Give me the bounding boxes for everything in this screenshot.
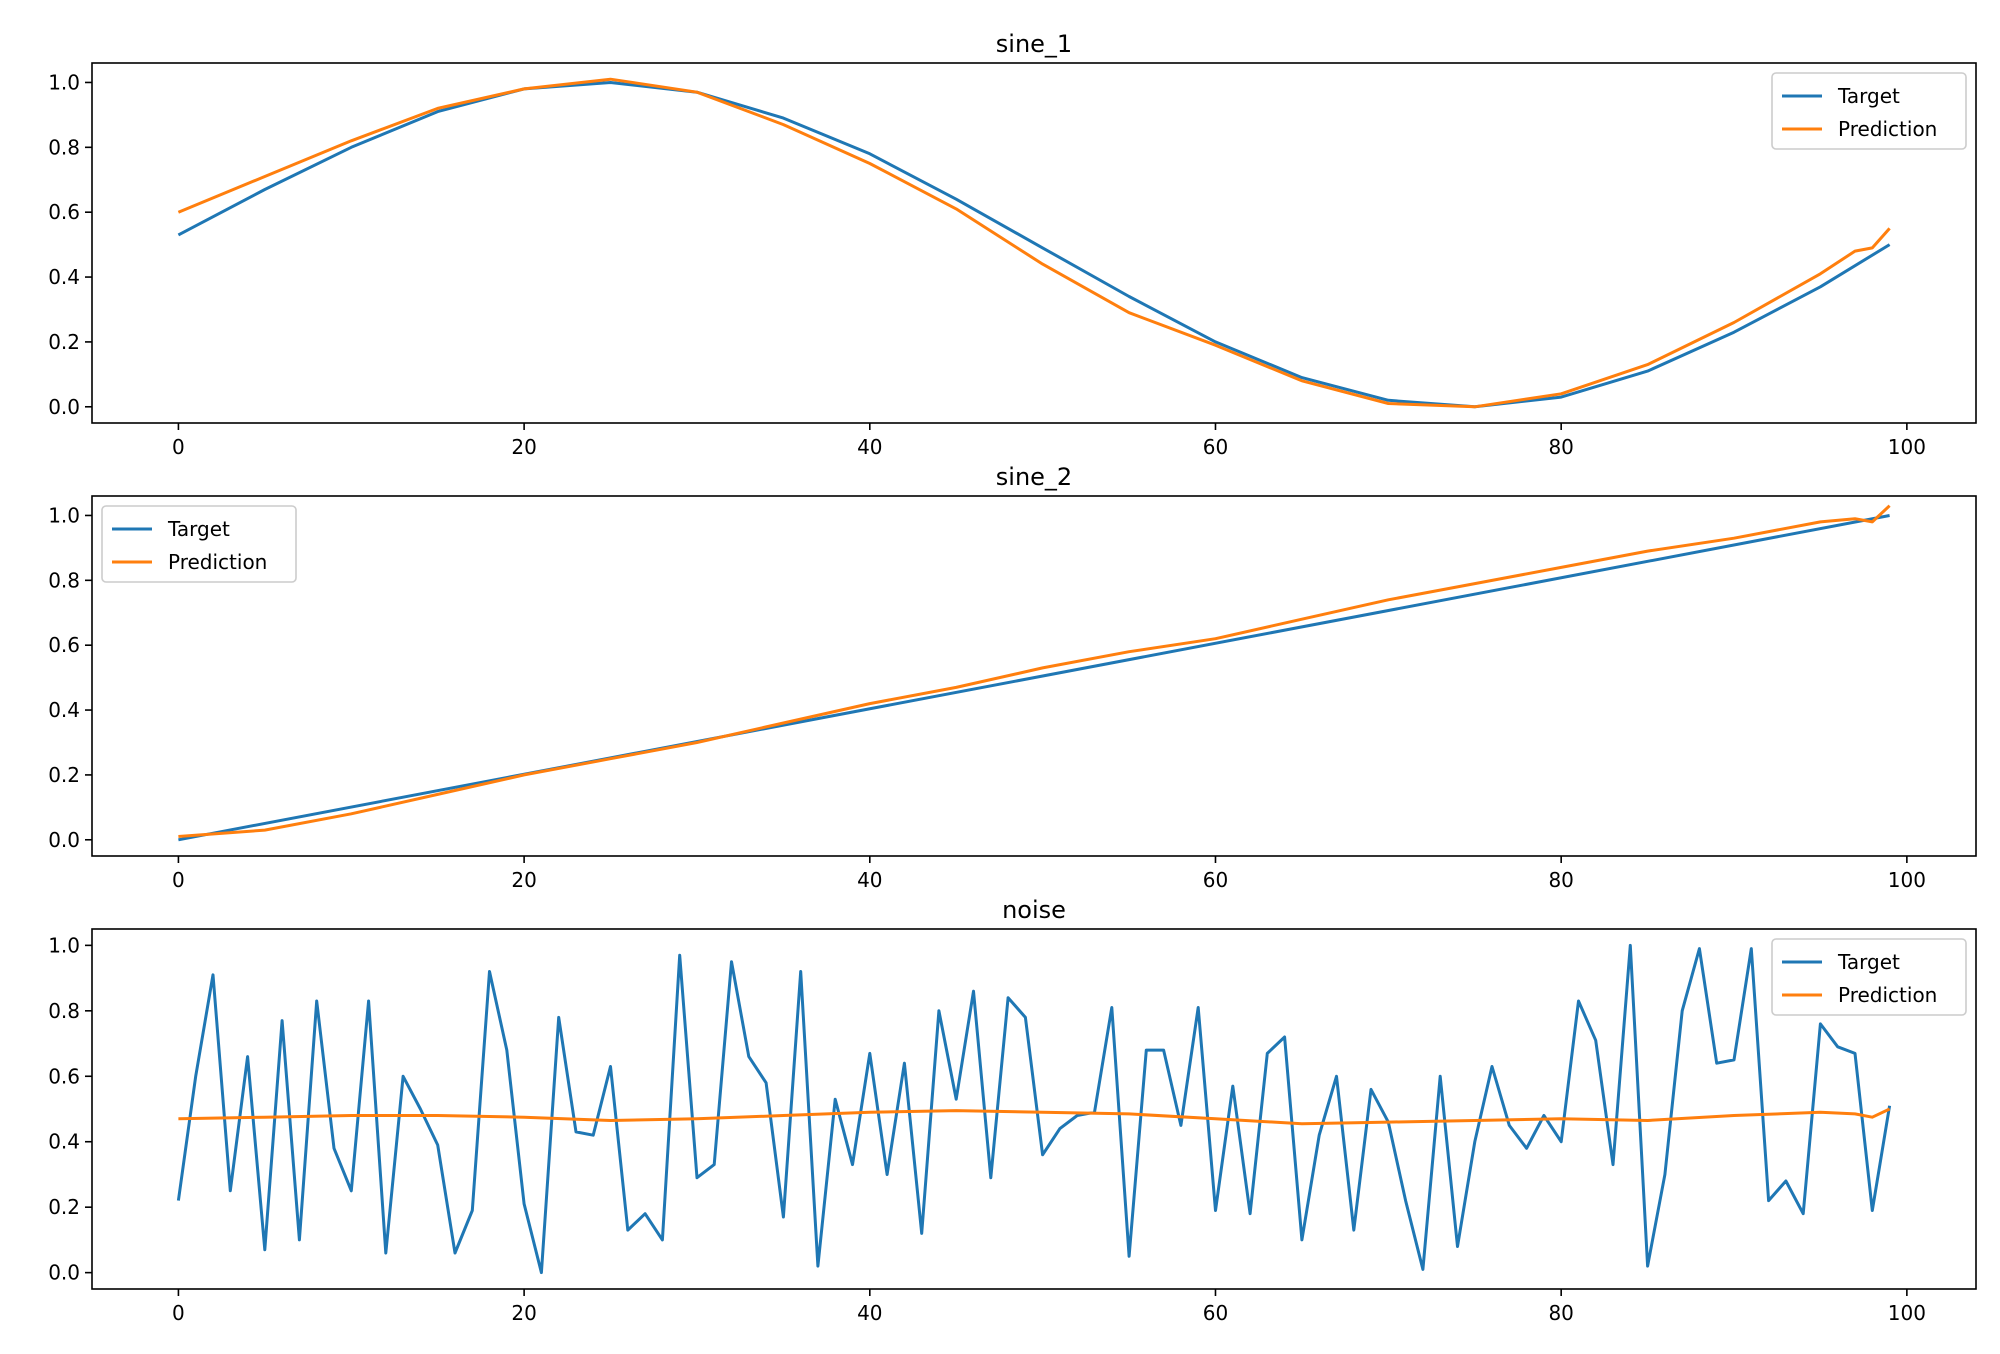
y-tick-label: 0.0 (48, 395, 80, 419)
chart-title: noise (1002, 896, 1066, 924)
subplot-sine-1: sine_1 0 20 40 60 80 100 0.0 0.2 0.4 0.6 0.8 1.0 Targ… (48, 30, 1977, 459)
axes-frame (91, 928, 1977, 1290)
y-tick-label: 0.6 (48, 633, 80, 657)
x-tick-label: 100 (1888, 1301, 1926, 1325)
x-tick-label: 80 (1548, 1301, 1573, 1325)
x-tick-label: 40 (857, 1301, 882, 1325)
legend-label-target: Target (1837, 84, 1900, 108)
y-tick-label: 1.0 (48, 933, 80, 957)
x-tick-label: 60 (1203, 868, 1228, 892)
legend-label-prediction: Prediction (168, 550, 267, 574)
x-tick-label: 20 (511, 435, 536, 459)
x-tick-label: 20 (511, 868, 536, 892)
subplot-sine-2: sine_2 0 20 40 60 80 100 0.0 0.2 0.4 0.6 0.8 1.0 Targ… (48, 463, 1977, 892)
x-tick-label: 100 (1888, 868, 1926, 892)
chart-title: sine_1 (996, 30, 1072, 58)
y-tick-label: 0.2 (48, 763, 80, 787)
series-line-prediction (178, 1107, 1891, 1126)
x-tick-label: 60 (1203, 1301, 1228, 1325)
series-line-target (178, 514, 1890, 842)
legend-label-prediction: Prediction (1838, 117, 1937, 141)
y-tick-label: 0.4 (48, 698, 80, 722)
y-tick-label: 1.0 (48, 70, 80, 94)
y-tick-label: 0.8 (48, 568, 80, 592)
x-tick-label: 0 (172, 435, 185, 459)
x-tick-label: 60 (1203, 435, 1228, 459)
x-tick-label: 100 (1888, 435, 1926, 459)
series-group (178, 504, 1891, 842)
series-group (177, 77, 1891, 409)
y-tick-label: 0.6 (48, 1064, 80, 1088)
y-tick-label: 0.6 (48, 200, 80, 224)
y-tick-label: 0.8 (48, 999, 80, 1023)
x-tick-label: 40 (857, 435, 882, 459)
y-tick-label: 0.4 (48, 265, 80, 289)
legend: Target Prediction (1771, 72, 1967, 150)
y-tick-label: 0.8 (48, 135, 80, 159)
axes-frame (91, 62, 1977, 424)
legend-label-prediction: Prediction (1838, 983, 1937, 1007)
x-tick-label: 80 (1548, 435, 1573, 459)
y-tick-label: 0.2 (48, 1195, 80, 1219)
y-tick-label: 0.2 (48, 330, 80, 354)
legend-label-target: Target (1837, 950, 1900, 974)
y-tick-label: 0.4 (48, 1130, 80, 1154)
x-tick-label: 20 (511, 1301, 536, 1325)
legend: Target Prediction (1771, 938, 1967, 1016)
y-tick-label: 1.0 (48, 503, 80, 527)
y-tick-label: 0.0 (48, 1261, 80, 1285)
y-tick-label: 0.0 (48, 828, 80, 852)
x-tick-label: 0 (172, 868, 185, 892)
chart-title: sine_2 (996, 463, 1072, 491)
series-line-target (177, 81, 1891, 409)
series-group (176, 943, 1892, 1275)
legend-label-target: Target (167, 517, 230, 541)
x-tick-label: 0 (172, 1301, 185, 1325)
axes-frame (91, 495, 1977, 857)
subplot-noise: noise 0 20 40 60 80 100 0.0 0.2 0.4 0.6 0.8 1.0 Targe… (48, 896, 1977, 1325)
x-tick-label: 40 (857, 868, 882, 892)
series-line-target (176, 943, 1892, 1275)
series-line-prediction (177, 77, 1891, 409)
series-line-prediction (178, 504, 1891, 838)
legend: Target Prediction (101, 505, 297, 583)
x-tick-label: 80 (1548, 868, 1573, 892)
